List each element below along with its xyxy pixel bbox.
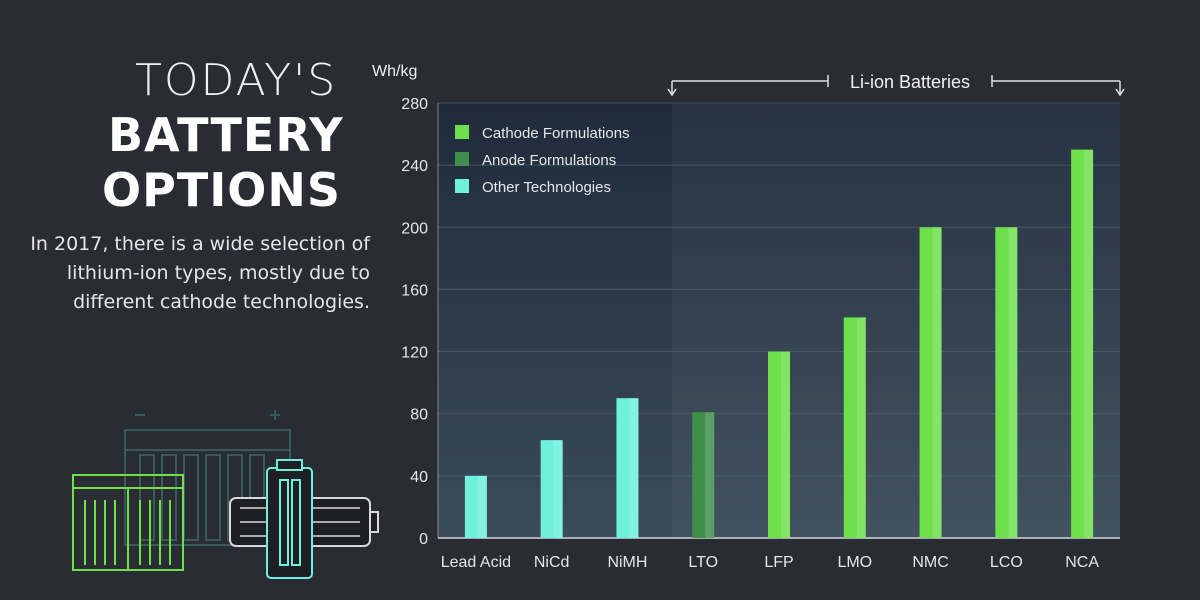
bar-highlight	[553, 440, 563, 538]
legend-swatch-cathode	[455, 125, 469, 139]
bar-highlight	[781, 351, 790, 538]
bars	[464, 149, 1094, 539]
y-tick-label: 200	[401, 220, 428, 237]
legend-swatch-other	[455, 179, 469, 193]
x-tick-labels: Lead Acid NiCd NiMH LTO LFP LMO NMC LCO NCA	[441, 554, 1100, 571]
bar-highlight	[932, 227, 942, 539]
x-tick-label: LCO	[990, 554, 1023, 571]
y-tick-label: 0	[419, 531, 428, 548]
battery-illustration	[72, 410, 379, 579]
bar-lto	[692, 412, 715, 538]
y-tick-labels: 0 40 80 120 160 200 240 280	[401, 96, 428, 548]
legend-swatch-anode	[455, 152, 469, 166]
subtitle: In 2017, there is a wide selection of li…	[30, 233, 370, 313]
bar-body	[768, 351, 790, 538]
bar-body	[540, 440, 563, 538]
bar-nicd	[540, 440, 563, 538]
bar-body	[616, 398, 639, 538]
y-tick-label: 120	[401, 345, 428, 362]
bar-highlight	[1008, 227, 1018, 539]
x-tick-label: LFP	[764, 554, 793, 571]
legend-label-other: Other Technologies	[482, 179, 611, 196]
y-tick-label: 80	[410, 407, 428, 424]
bar-lmo	[843, 317, 866, 538]
bar-nca	[1071, 149, 1094, 538]
x-tick-label: NiCd	[534, 554, 570, 571]
x-tick-label: NCA	[1065, 554, 1099, 571]
x-tick-label: Lead Acid	[441, 554, 511, 571]
legend-label-cathode: Cathode Formulations	[482, 125, 630, 142]
li-ion-bracket	[667, 75, 1125, 97]
title-line-3: OPTIONS	[102, 163, 342, 217]
x-tick-label: NMC	[912, 554, 948, 571]
title-line-2: BATTERY	[108, 108, 344, 162]
bar-nimh	[616, 398, 639, 538]
x-tick-label: LTO	[688, 554, 718, 571]
li-ion-bracket-label: Li-ion Batteries	[850, 72, 970, 92]
bar-body	[1071, 149, 1094, 538]
bar-lfp	[768, 351, 790, 538]
y-tick-label: 160	[401, 282, 428, 299]
li-ion-region	[672, 103, 1120, 538]
bar-highlight	[629, 398, 639, 538]
bar-highlight	[477, 475, 487, 538]
bar-body	[843, 317, 866, 538]
legend: Cathode Formulations Anode Formulations …	[455, 125, 630, 196]
x-tick-label: NiMH	[607, 554, 647, 571]
bar-body	[919, 227, 942, 539]
y-axis-label: Wh/kg	[372, 63, 417, 80]
bar-highlight	[856, 317, 866, 538]
title-line-1: TODAY'S	[135, 55, 338, 106]
bar-highlight	[1084, 149, 1094, 538]
bar-body	[464, 475, 487, 538]
y-tick-label: 240	[401, 158, 428, 175]
bar-highlight	[705, 412, 715, 538]
bar-lco	[995, 227, 1018, 539]
bar-body	[692, 412, 715, 538]
bar-lead-acid	[464, 475, 487, 538]
x-tick-label: LMO	[837, 554, 872, 571]
bar-body	[995, 227, 1018, 539]
y-tick-label: 40	[410, 469, 428, 486]
y-tick-label: 280	[401, 96, 428, 113]
legend-label-anode: Anode Formulations	[482, 152, 616, 169]
bar-nmc	[919, 227, 942, 539]
